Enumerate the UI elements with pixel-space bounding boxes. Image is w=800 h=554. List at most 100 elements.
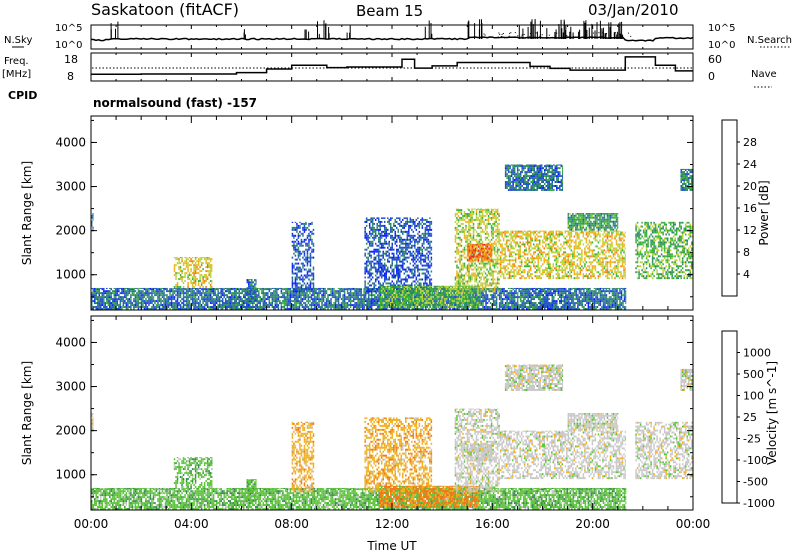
power-echo-cell bbox=[441, 302, 444, 305]
power-echo-cell bbox=[254, 293, 256, 296]
power-echo-cell bbox=[116, 308, 119, 310]
power-echo-cell bbox=[581, 288, 584, 291]
power-echo-cell bbox=[492, 300, 495, 303]
power-echo-cell bbox=[193, 264, 195, 267]
power-echo-cell bbox=[302, 288, 304, 291]
power-echo-cell bbox=[285, 290, 287, 293]
power-echo-cell bbox=[255, 304, 257, 307]
power-echo-cell bbox=[203, 257, 206, 259]
power-echo-cell bbox=[199, 270, 201, 273]
power-echo-cell bbox=[482, 300, 484, 303]
power-echo-cell bbox=[164, 300, 167, 303]
power-echo-cell bbox=[488, 306, 490, 309]
power-echo-cell bbox=[303, 224, 306, 227]
power-echo-cell bbox=[440, 296, 442, 299]
power-echo-cell bbox=[471, 294, 474, 297]
power-echo-cell bbox=[169, 288, 171, 291]
power-echo-cell bbox=[537, 290, 540, 293]
power-echo-cell bbox=[364, 236, 366, 239]
power-echo-cell bbox=[619, 290, 621, 293]
power-echo-cell bbox=[604, 287, 606, 289]
power-echo-cell bbox=[91, 214, 93, 217]
power-echo-cell bbox=[297, 250, 300, 253]
power-echo-cell bbox=[418, 246, 421, 249]
power-echo-cell bbox=[533, 287, 535, 289]
power-echo-cell bbox=[527, 300, 529, 303]
power-echo-cell bbox=[492, 292, 495, 295]
power-echo-cell bbox=[345, 302, 347, 305]
power-echo-cell bbox=[208, 264, 210, 267]
power-echo-cell bbox=[334, 294, 337, 297]
power-echo-cell bbox=[232, 296, 234, 299]
power-echo-cell bbox=[583, 300, 585, 303]
power-echo-cell bbox=[358, 304, 361, 307]
power-echo-cell bbox=[565, 304, 567, 307]
power-echo-cell bbox=[176, 283, 179, 286]
power-echo-cell bbox=[553, 308, 555, 310]
power-echo-cell bbox=[294, 258, 297, 261]
power-echo-cell bbox=[205, 304, 207, 307]
power-echo-cell bbox=[488, 308, 490, 310]
power-echo-cell bbox=[95, 302, 98, 305]
power-echo-cell bbox=[109, 296, 111, 299]
power-echo-cell bbox=[383, 262, 386, 265]
power-echo-cell bbox=[397, 274, 400, 277]
power-echo-cell bbox=[302, 266, 304, 269]
power-echo-cell bbox=[149, 288, 152, 291]
power-echo-cell bbox=[539, 298, 541, 301]
power-echo-cell bbox=[494, 304, 496, 307]
power-echo-cell bbox=[423, 300, 426, 303]
power-echo-cell bbox=[202, 278, 204, 281]
power-echo-cell bbox=[128, 302, 131, 305]
power-echo-cell bbox=[385, 264, 387, 267]
power-echo-cell bbox=[565, 292, 567, 295]
power-echo-cell bbox=[303, 288, 306, 291]
power-echo-cell bbox=[155, 308, 158, 310]
power-echo-cell bbox=[622, 287, 624, 289]
power-echo-cell bbox=[205, 266, 207, 269]
power-echo-cell bbox=[239, 292, 242, 295]
power-echo-cell bbox=[211, 266, 213, 269]
power-echo-cell bbox=[559, 296, 561, 299]
power-echo-cell bbox=[230, 308, 233, 310]
power-echo-cell bbox=[619, 292, 621, 295]
power-echo-cell bbox=[604, 308, 606, 310]
power-echo-cell bbox=[154, 306, 156, 309]
power-echo-cell bbox=[137, 292, 140, 295]
power-echo-cell bbox=[309, 296, 311, 299]
power-echo-cell bbox=[513, 298, 516, 301]
power-echo-cell bbox=[465, 308, 468, 310]
power-echo-cell bbox=[412, 264, 415, 267]
power-echo-cell bbox=[510, 306, 513, 309]
power-echo-cell bbox=[551, 308, 554, 310]
power-echo-cell bbox=[205, 290, 207, 293]
power-echo-cell bbox=[379, 240, 381, 243]
power-echo-cell bbox=[297, 254, 300, 257]
power-echo-cell bbox=[530, 287, 532, 289]
power-echo-cell bbox=[376, 262, 378, 265]
power-echo-cell bbox=[607, 300, 609, 303]
power-echo-cell bbox=[388, 244, 390, 247]
power-echo-cell bbox=[370, 262, 372, 265]
nsearch-point bbox=[553, 37, 555, 39]
power-echo-cell bbox=[524, 294, 526, 297]
power-echo-cell bbox=[519, 298, 522, 301]
power-echo-cell bbox=[504, 302, 507, 305]
power-echo-cell bbox=[224, 306, 227, 309]
power-echo-cell bbox=[405, 270, 407, 273]
power-echo-cell bbox=[218, 292, 221, 295]
power-echo-cell bbox=[370, 264, 372, 267]
power-echo-cell bbox=[409, 224, 412, 227]
power-echo-cell bbox=[396, 234, 398, 237]
power-echo-cell bbox=[380, 264, 383, 267]
power-echo-cell bbox=[480, 294, 483, 297]
power-echo-cell bbox=[175, 272, 177, 275]
power-echo-cell bbox=[482, 296, 484, 299]
power-echo-cell bbox=[399, 256, 401, 259]
power-echo-cell bbox=[163, 292, 165, 295]
power-echo-cell bbox=[365, 290, 368, 293]
nsearch-point bbox=[601, 32, 603, 34]
nsearch-point bbox=[498, 32, 500, 34]
power-echo-cell bbox=[233, 302, 236, 305]
power-echo-cell bbox=[309, 264, 312, 267]
